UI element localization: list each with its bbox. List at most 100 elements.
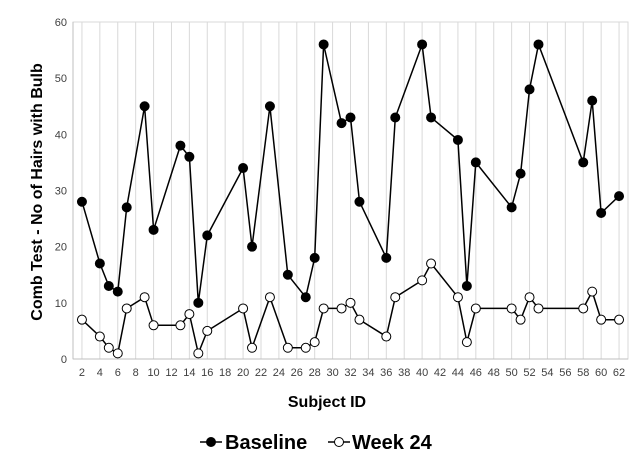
data-point-baseline xyxy=(76,196,87,207)
data-point-baseline xyxy=(264,101,275,112)
data-point-week-24 xyxy=(426,258,437,269)
data-point-baseline xyxy=(175,140,186,151)
data-point-week-24 xyxy=(461,337,472,348)
x-tick-label: 34 xyxy=(362,367,374,379)
data-point-week-24 xyxy=(354,314,365,325)
data-point-baseline xyxy=(139,101,150,112)
data-point-baseline xyxy=(452,134,463,145)
x-axis-title: Subject ID xyxy=(288,394,366,411)
x-tick-label: 4 xyxy=(97,367,103,379)
x-tick-label: 24 xyxy=(273,367,285,379)
x-tick-label: 16 xyxy=(201,367,213,379)
data-point-week-24 xyxy=(264,292,275,303)
x-tick-label: 42 xyxy=(434,367,446,379)
data-point-baseline xyxy=(238,163,249,174)
x-tick-label: 30 xyxy=(326,367,338,379)
legend-label-baseline: Baseline xyxy=(225,432,307,454)
legend-marker-week24 xyxy=(334,437,344,447)
data-point-week-24 xyxy=(515,314,526,325)
data-point-baseline xyxy=(461,280,472,291)
data-point-week-24 xyxy=(184,309,195,320)
x-tick-label: 8 xyxy=(133,367,139,379)
data-point-week-24 xyxy=(318,303,329,314)
data-point-baseline xyxy=(381,252,392,263)
data-point-baseline xyxy=(515,168,526,179)
x-tick-label: 32 xyxy=(344,367,356,379)
x-tick-label: 12 xyxy=(165,367,177,379)
data-point-week-24 xyxy=(452,292,463,303)
data-point-baseline xyxy=(524,84,535,95)
data-point-week-24 xyxy=(336,303,347,314)
data-point-baseline xyxy=(121,202,132,213)
y-tick-labels: 0 10 20 30 40 50 60 xyxy=(55,17,67,366)
data-point-week-24 xyxy=(139,292,150,303)
x-tick-label: 18 xyxy=(219,367,231,379)
data-point-week-24 xyxy=(614,314,625,325)
axes xyxy=(72,22,628,360)
data-point-baseline xyxy=(614,191,625,202)
x-tick-label: 36 xyxy=(380,367,392,379)
x-tick-label: 14 xyxy=(183,367,195,379)
data-point-week-24 xyxy=(578,303,589,314)
x-tick-label: 48 xyxy=(488,367,500,379)
x-tick-label: 56 xyxy=(559,367,571,379)
data-point-week-24 xyxy=(506,303,517,314)
data-point-baseline xyxy=(417,39,428,50)
x-tick-label: 28 xyxy=(309,367,321,379)
data-point-week-24 xyxy=(94,331,105,342)
x-tick-labels: 2 4 6 8 10 12 14 16 18 20 22 24 26 28 30 32 34 36 38 40 42 44… xyxy=(79,367,625,379)
data-point-baseline xyxy=(103,280,114,291)
data-point-week-24 xyxy=(470,303,481,314)
legend-label-week24: Week 24 xyxy=(352,432,433,454)
x-tick-label: 46 xyxy=(470,367,482,379)
x-tick-label: 10 xyxy=(147,367,159,379)
data-point-baseline xyxy=(470,157,481,168)
data-point-baseline xyxy=(94,258,105,269)
data-point-baseline xyxy=(282,269,293,280)
data-point-baseline xyxy=(596,207,607,218)
data-point-baseline xyxy=(193,297,204,308)
legend: Baseline Week 24 xyxy=(200,432,433,454)
data-point-baseline xyxy=(300,292,311,303)
data-point-baseline xyxy=(426,112,437,123)
data-point-week-24 xyxy=(202,325,213,336)
data-point-week-24 xyxy=(112,348,123,359)
y-tick-label: 20 xyxy=(55,242,67,254)
data-point-baseline xyxy=(336,118,347,129)
x-tick-label: 60 xyxy=(595,367,607,379)
series-layer xyxy=(76,39,625,359)
data-point-baseline xyxy=(112,286,123,297)
x-tick-label: 58 xyxy=(577,367,589,379)
data-point-week-24 xyxy=(121,303,132,314)
data-point-baseline xyxy=(506,202,517,213)
data-point-baseline xyxy=(309,252,320,263)
x-tick-label: 26 xyxy=(291,367,303,379)
y-tick-label: 50 xyxy=(55,73,67,85)
data-point-week-24 xyxy=(282,342,293,353)
x-tick-label: 40 xyxy=(416,367,428,379)
data-point-week-24 xyxy=(596,314,607,325)
data-point-week-24 xyxy=(103,342,114,353)
data-point-week-24 xyxy=(417,275,428,286)
data-point-baseline xyxy=(318,39,329,50)
y-tick-label: 40 xyxy=(55,129,67,141)
data-point-week-24 xyxy=(345,297,356,308)
data-point-week-24 xyxy=(390,292,401,303)
data-point-week-24 xyxy=(76,314,87,325)
x-tick-label: 22 xyxy=(255,367,267,379)
x-tick-label: 2 xyxy=(79,367,85,379)
series-line-baseline xyxy=(81,41,620,303)
data-point-week-24 xyxy=(533,303,544,314)
data-point-week-24 xyxy=(148,320,159,331)
data-point-week-24 xyxy=(381,331,392,342)
y-tick-label: 60 xyxy=(55,17,67,29)
x-tick-label: 44 xyxy=(452,367,464,379)
data-point-week-24 xyxy=(587,286,598,297)
data-point-baseline xyxy=(202,230,213,241)
data-point-baseline xyxy=(533,39,544,50)
data-point-week-24 xyxy=(300,342,311,353)
y-tick-label: 10 xyxy=(55,298,67,310)
data-point-baseline xyxy=(390,112,401,123)
y-axis-title: Comb Test - No of Hairs with Bulb xyxy=(29,63,46,321)
x-tick-label: 52 xyxy=(523,367,535,379)
